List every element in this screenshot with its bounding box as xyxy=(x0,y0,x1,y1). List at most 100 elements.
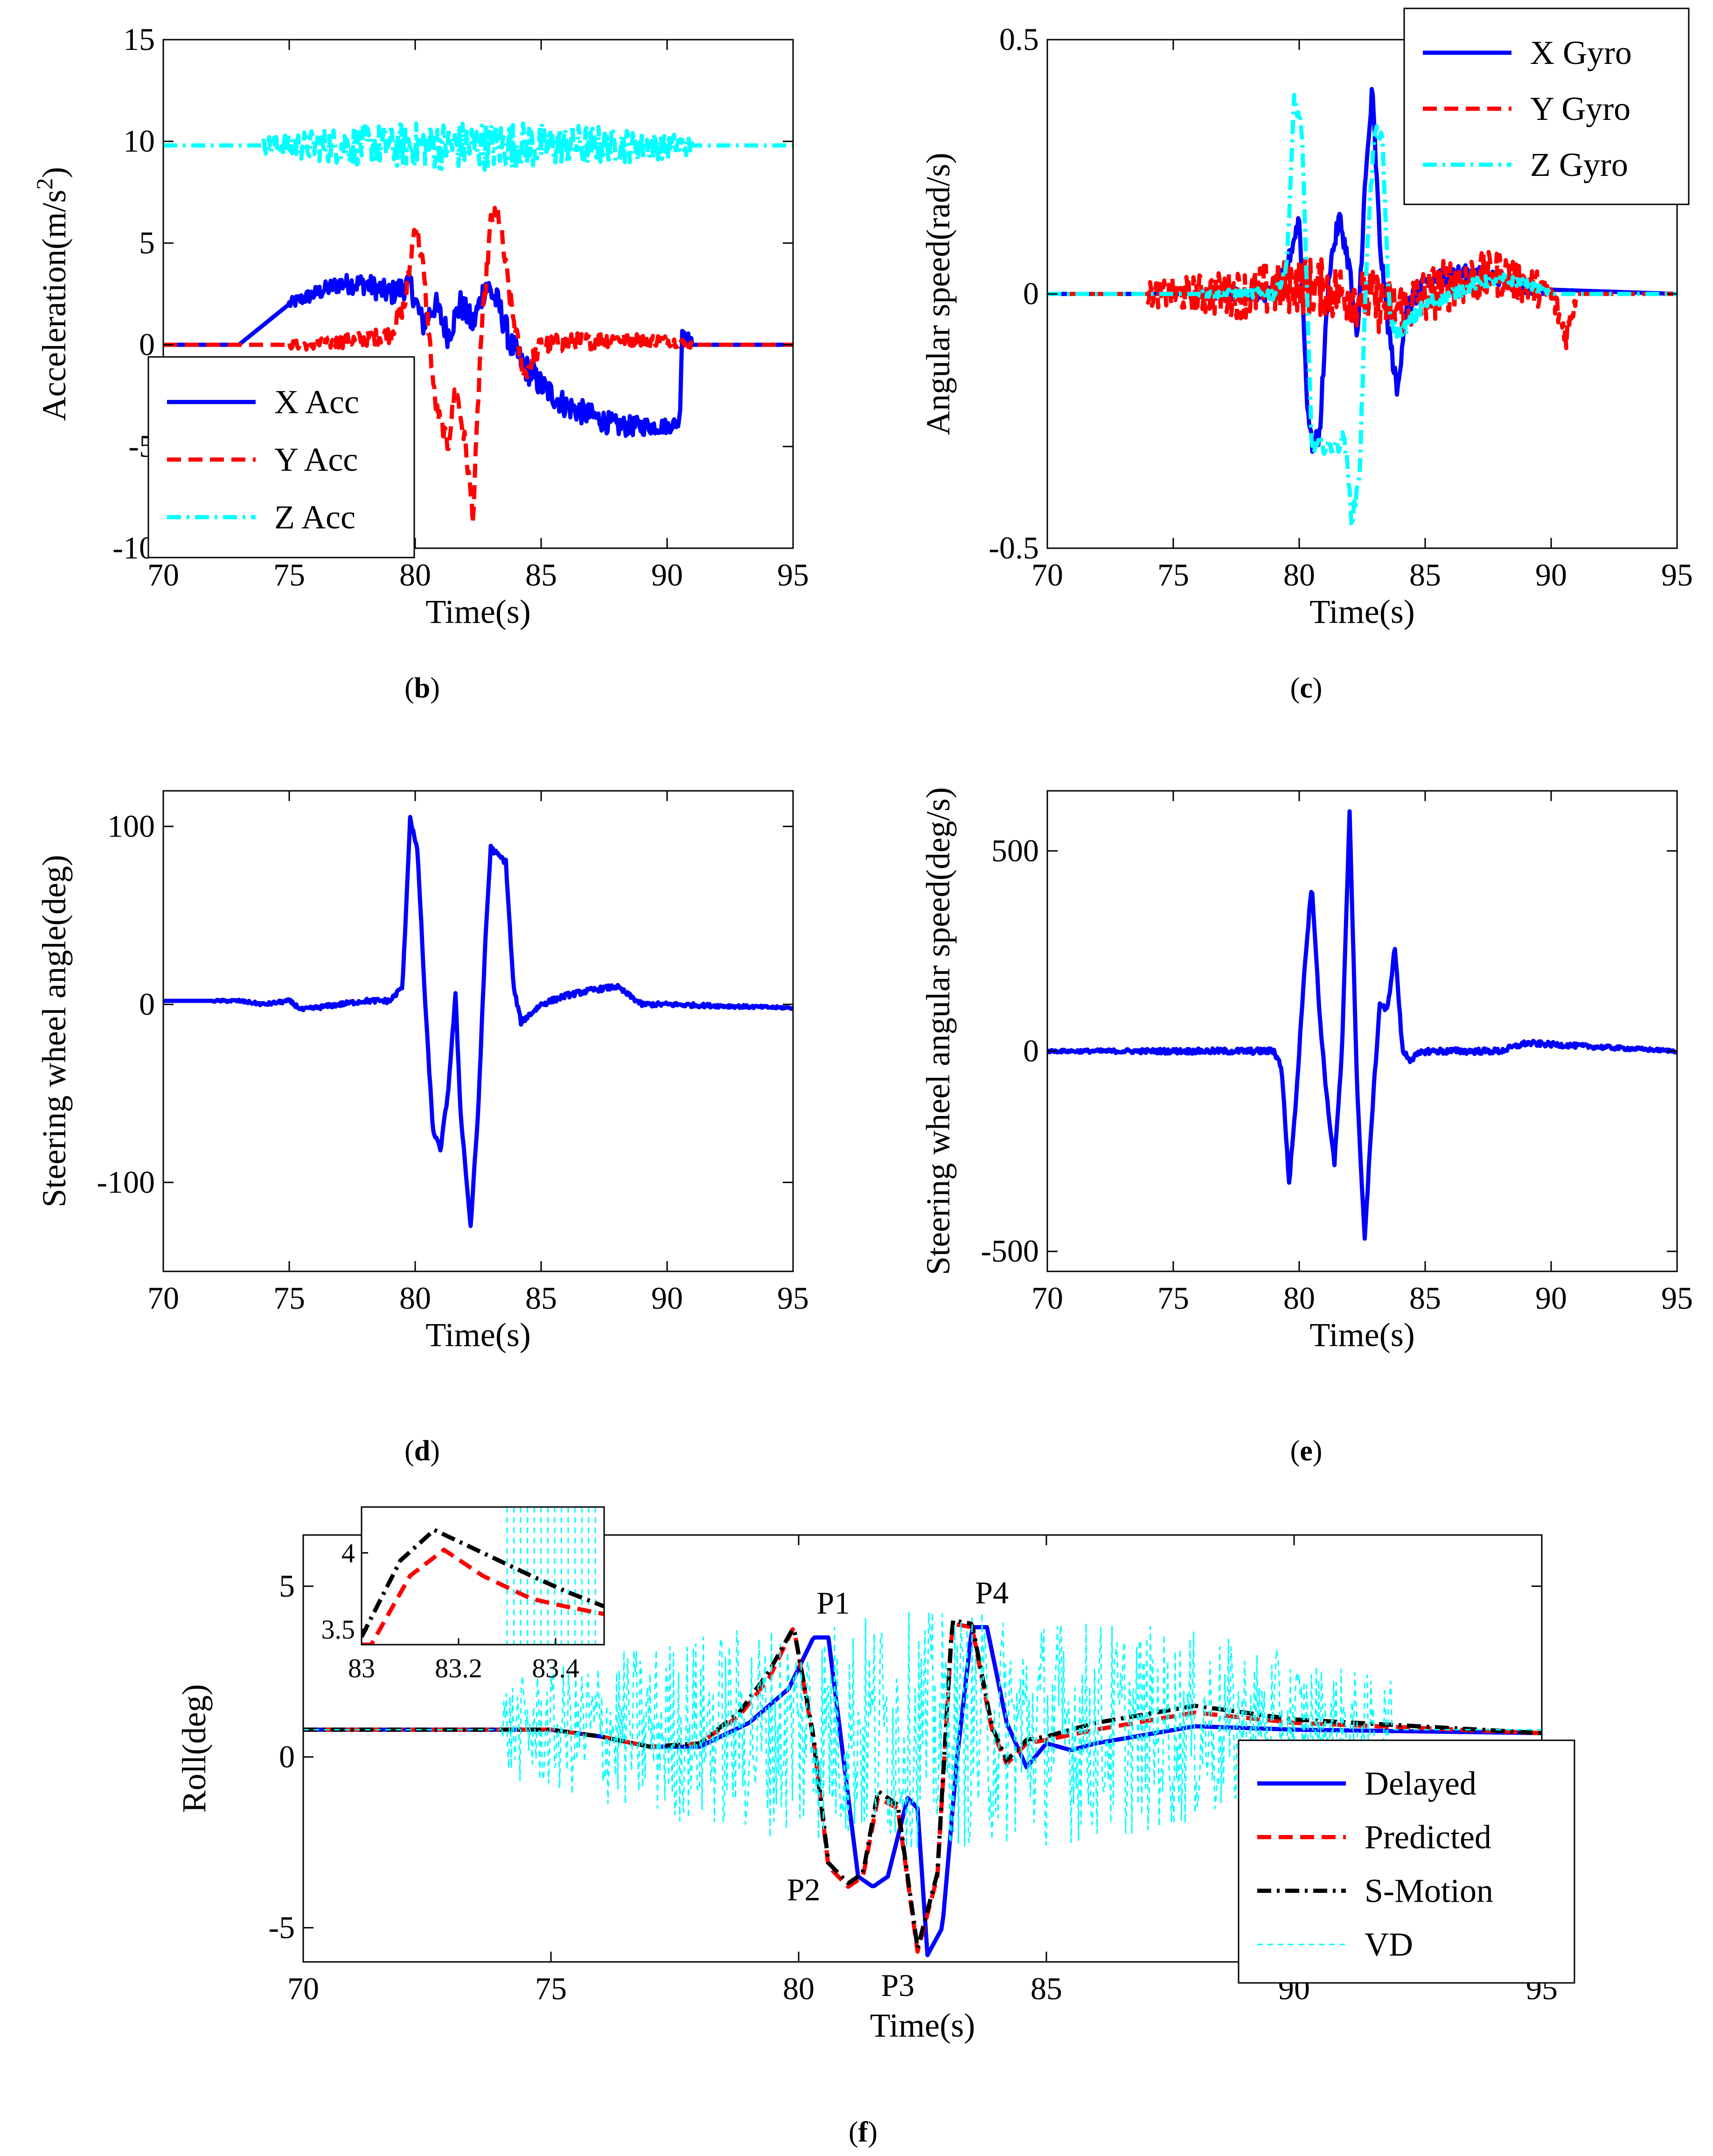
y-axis-label: Angular speed(rad/s) xyxy=(919,153,957,435)
y-tick-label: 5 xyxy=(279,1568,295,1604)
legend-box xyxy=(1238,1739,1575,1984)
x-tick-label: 85 xyxy=(1031,1971,1062,2006)
panel-d-steering-angle-chart: 70 75 80 85 90 95 -100 0 100 Time(s) Steering whee… xyxy=(35,790,809,1467)
x-tick-label: 95 xyxy=(1661,557,1693,593)
x-tick-label: 75 xyxy=(1157,557,1189,593)
legend-entry-delayed: Delayed xyxy=(1365,1765,1476,1802)
legend-entry-y-gyro: Y Gyro xyxy=(1530,90,1630,127)
y-tick-label: 5 xyxy=(139,225,155,260)
x-tick-label: 85 xyxy=(1409,557,1441,593)
series-line-z-gyro xyxy=(1047,92,1677,528)
series-line-d-0 xyxy=(163,815,793,1228)
legend-entry-vd: VD xyxy=(1365,1926,1413,1963)
legend-entry-z-gyro: Z Gyro xyxy=(1530,146,1628,183)
x-tick-label: 95 xyxy=(1661,1280,1693,1316)
y-axis-label: Steering wheel angle(deg) xyxy=(35,855,73,1207)
y-tick-label: -0.5 xyxy=(989,530,1039,565)
plot-frame xyxy=(1046,790,1678,1272)
inset-series-line-0 xyxy=(362,1547,604,1645)
panel-label: (e) xyxy=(1290,1435,1323,1467)
inset-zoom-chart: 83 83.2 83.4 3.5 4 xyxy=(321,1506,605,1683)
legend-entry-x-gyro: X Gyro xyxy=(1530,34,1632,71)
series-group xyxy=(1047,809,1677,1241)
series-group xyxy=(303,1611,1542,1957)
inset-x-tick-label: 83 xyxy=(348,1653,375,1683)
x-tick-label: 80 xyxy=(1283,1280,1315,1316)
series-line-vd xyxy=(303,1611,1542,1849)
y-tick-label: 0 xyxy=(139,986,155,1022)
y-tick-label: 0.5 xyxy=(999,21,1039,57)
x-tick-label: 75 xyxy=(273,557,305,593)
y-tick-label: 0 xyxy=(1023,1033,1039,1068)
x-tick-label: 85 xyxy=(525,1280,557,1316)
panel-c-angular-speed-chart: 70 75 80 85 90 95 -0.5 0 0.5 Time(s) Angular speed… xyxy=(919,7,1693,704)
x-tick-label: 80 xyxy=(399,557,431,593)
series-line-x-acc xyxy=(163,269,793,438)
inset-frame xyxy=(361,1506,605,1646)
legend-entry-s-motion: S-Motion xyxy=(1365,1872,1493,1910)
y-tick-label: -500 xyxy=(981,1233,1039,1269)
series-line-y-acc xyxy=(163,206,793,525)
panel-e-steering-angular-speed-chart: 70 75 80 85 90 95 -500 0 500 Time(s) Steering whee… xyxy=(919,787,1693,1467)
annotation-p2: P2 xyxy=(787,1872,821,1907)
x-axis-label: Time(s) xyxy=(1309,1316,1414,1354)
y-axis-label: Roll(deg) xyxy=(175,1684,213,1813)
y-tick-label: 0 xyxy=(279,1739,295,1774)
legend-entry-z-acc: Z Acc xyxy=(274,498,355,536)
legend: X Acc Y Acc Z Acc xyxy=(147,356,415,558)
legend: X Gyro Y Gyro Z Gyro xyxy=(1403,7,1690,205)
x-tick-label: 70 xyxy=(1031,1280,1063,1316)
legend-box xyxy=(147,356,415,558)
panel-label: (b) xyxy=(404,672,440,704)
inset-x-tick-label: 83.2 xyxy=(435,1653,482,1683)
x-tick-label: 90 xyxy=(651,557,683,593)
x-tick-label: 85 xyxy=(1409,1280,1441,1316)
x-tick-label: 80 xyxy=(399,1280,431,1316)
panel-f-roll-chart: 70 75 80 85 90 95-505Time(s)Roll(deg)(f)Delay… xyxy=(175,1506,1575,2148)
legend-box xyxy=(1403,7,1690,205)
x-tick-label: 75 xyxy=(1157,1280,1189,1316)
legend-entry-y-acc: Y Acc xyxy=(274,441,358,478)
panel-label: (d) xyxy=(404,1435,440,1467)
y-tick-label: 100 xyxy=(107,808,155,844)
panel-label: (c) xyxy=(1290,672,1323,704)
series-group xyxy=(163,121,793,525)
plot-frame xyxy=(162,39,794,549)
annotation-p1: P1 xyxy=(816,1585,850,1620)
legend-entry-x-acc: X Acc xyxy=(274,384,359,421)
y-tick-label: 0 xyxy=(139,327,155,362)
y-tick-label: 0 xyxy=(1023,276,1039,311)
inset-series-group xyxy=(362,1507,604,1645)
x-tick-label: 70 xyxy=(147,1280,179,1316)
series-line-y-gyro xyxy=(1047,250,1677,350)
panel-label: (f) xyxy=(849,2116,877,2148)
y-tick-label: -100 xyxy=(97,1164,155,1200)
annotation-p4: P4 xyxy=(975,1575,1009,1610)
inset-x-tick-label: 83.4 xyxy=(532,1653,579,1683)
plot-frame xyxy=(162,790,794,1272)
x-tick-label: 75 xyxy=(535,1971,567,2006)
x-tick-label: 70 xyxy=(287,1971,319,2006)
series-group xyxy=(163,815,793,1228)
x-axis-label: Time(s) xyxy=(425,593,530,630)
x-tick-label: 95 xyxy=(777,557,809,593)
x-tick-label: 70 xyxy=(1031,557,1063,593)
x-tick-label: 95 xyxy=(777,1280,809,1316)
y-axis-label: Steering wheel angular speed(deg/s) xyxy=(919,787,957,1275)
inset-y-tick-label: 3.5 xyxy=(321,1614,355,1645)
y-tick-label: 15 xyxy=(123,21,155,57)
x-tick-label: 90 xyxy=(1535,1280,1567,1316)
inset-series-line-1 xyxy=(362,1527,604,1638)
x-axis-label: Time(s) xyxy=(425,1316,530,1354)
y-tick-label: 10 xyxy=(123,123,155,159)
x-tick-label: 70 xyxy=(147,557,179,593)
series-line-e-0 xyxy=(1047,809,1677,1241)
x-tick-label: 90 xyxy=(1535,557,1567,593)
inset-y-tick-label: 4 xyxy=(341,1538,355,1568)
annotation-p3: P3 xyxy=(881,1968,914,2003)
legend-entry-predicted: Predicted xyxy=(1365,1819,1491,1856)
panel-b-acceleration-chart: 70 75 80 85 90 95-10-5051015Time(s)Accelerati… xyxy=(31,21,809,704)
x-tick-label: 80 xyxy=(783,1971,815,2006)
x-axis-label: Time(s) xyxy=(1309,593,1414,630)
